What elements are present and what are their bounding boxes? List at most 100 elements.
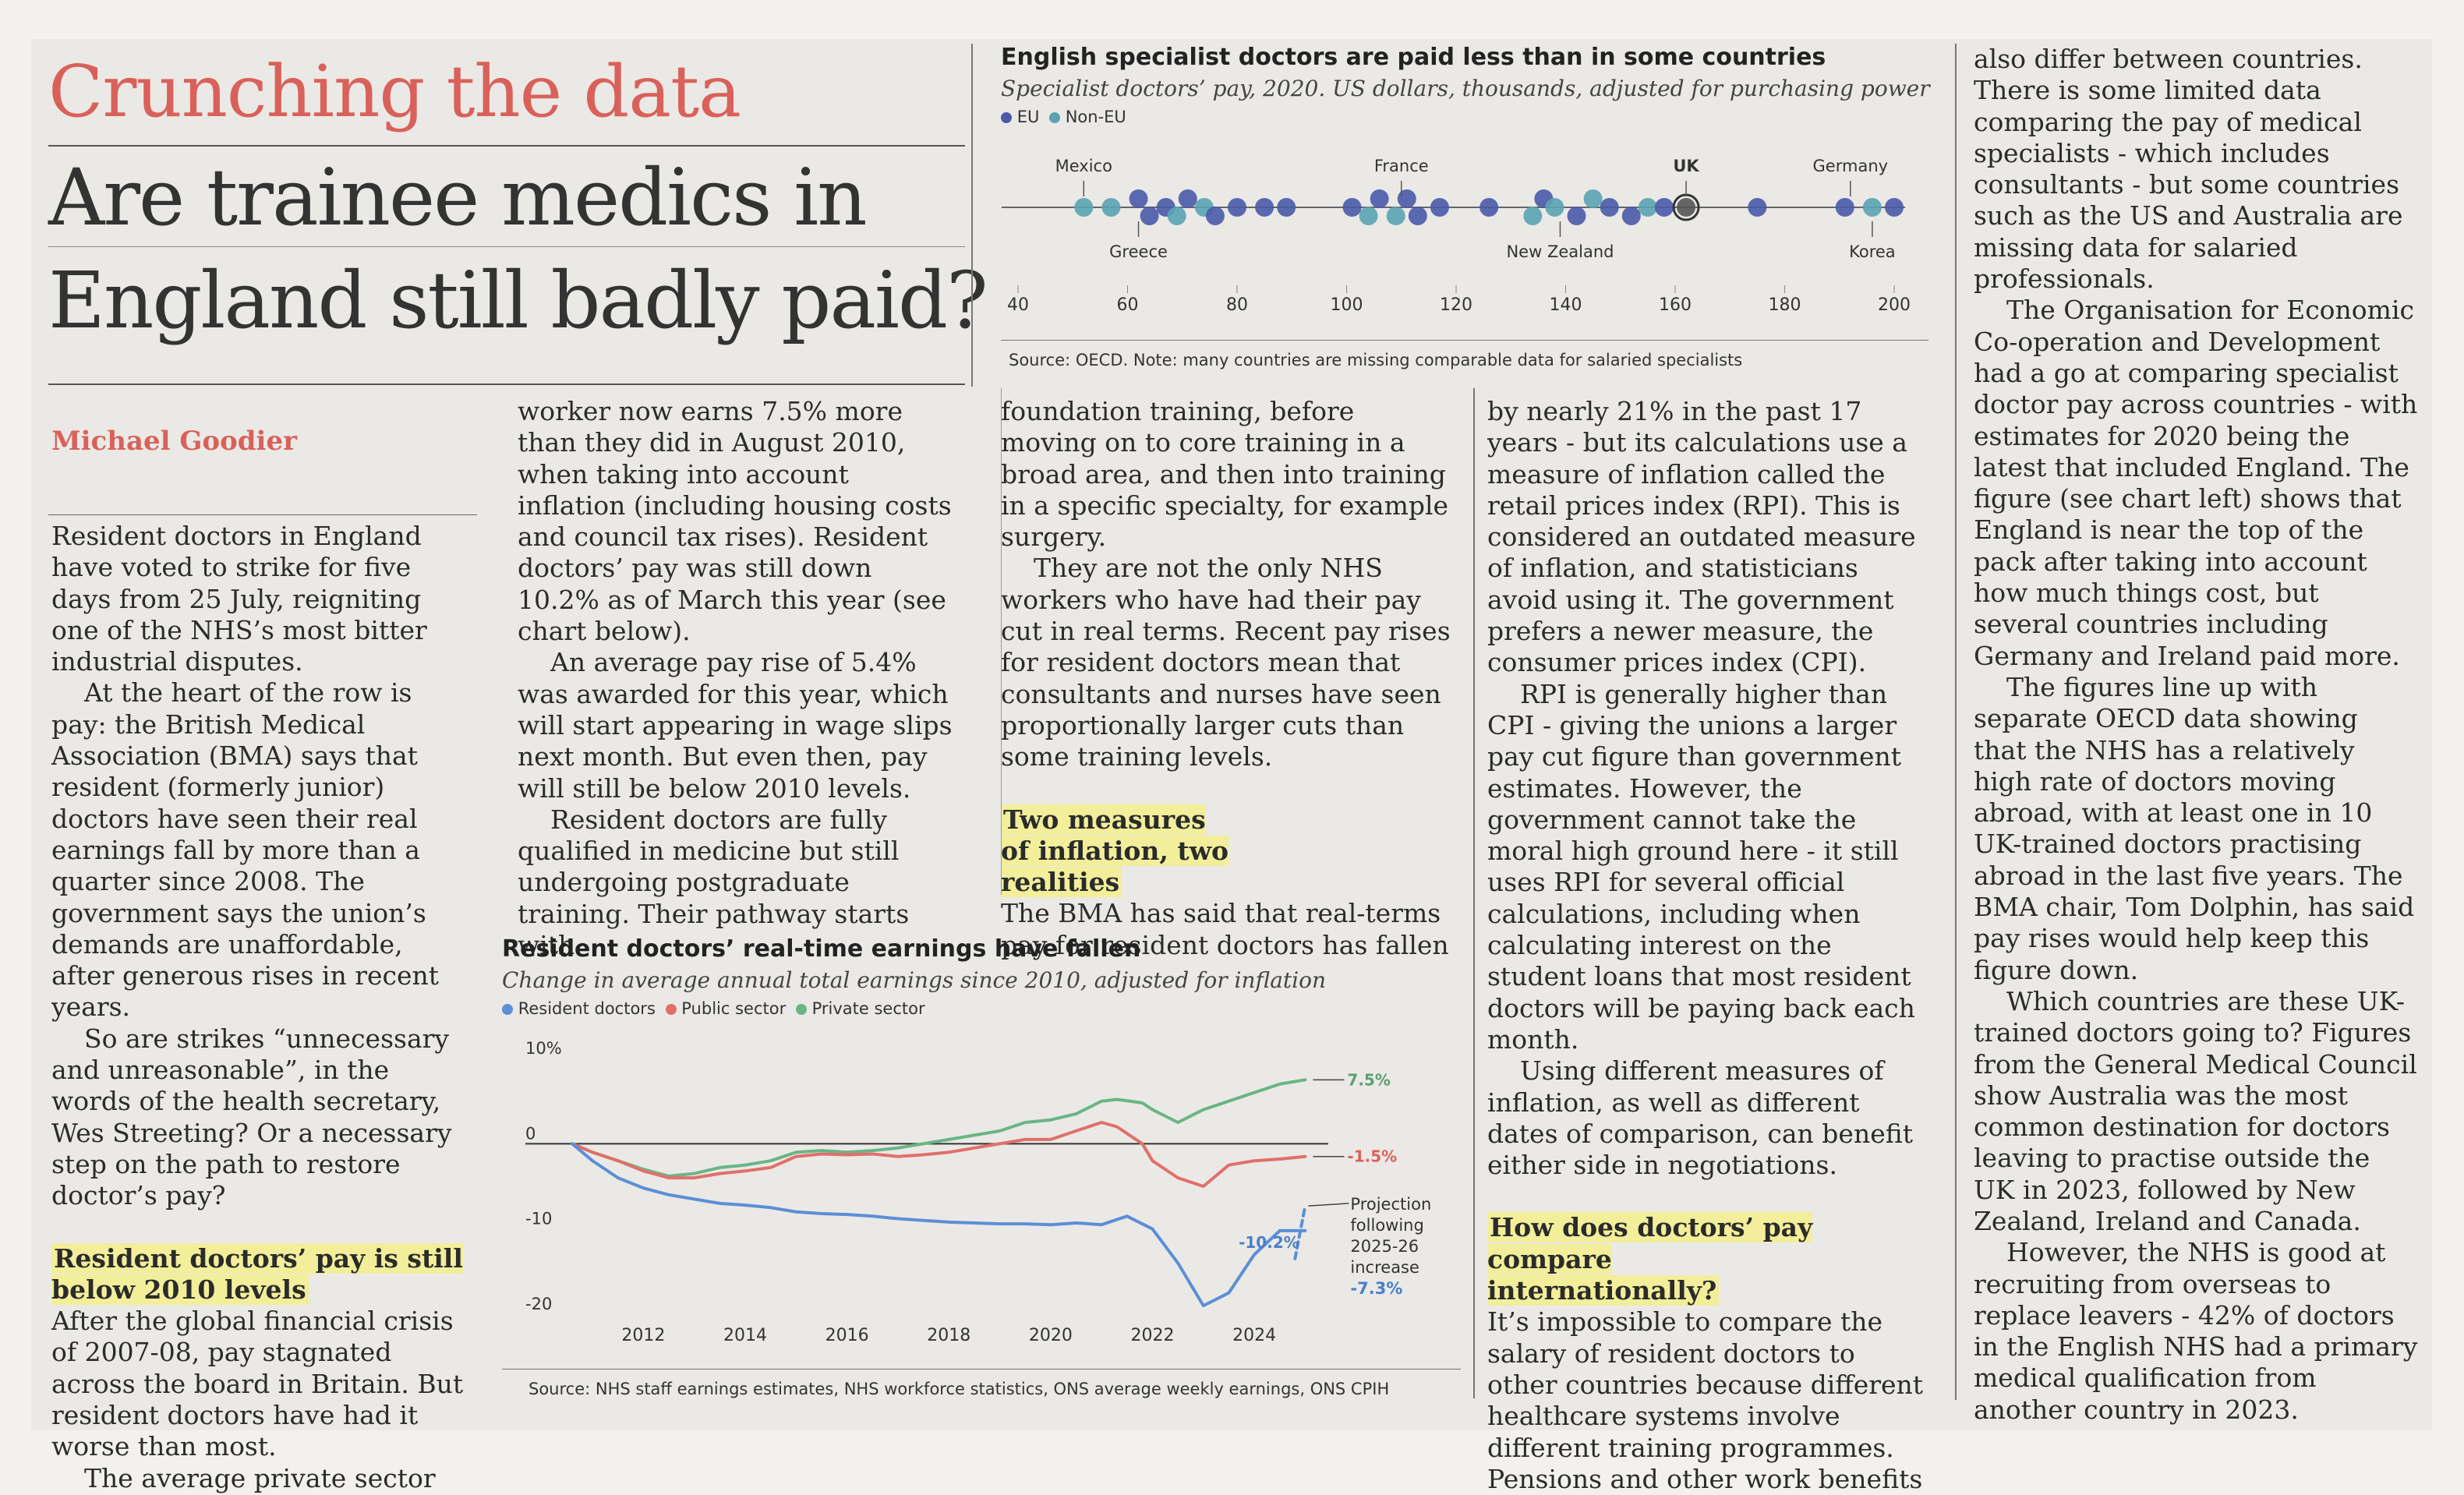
series-end-label: -10.2% xyxy=(1239,1233,1299,1252)
paragraph: Resident doctors in England have voted t… xyxy=(51,521,427,677)
data-point xyxy=(1835,198,1854,217)
x-tick-label: 120 xyxy=(1440,295,1472,315)
chart-title: English specialist doctors are paid less… xyxy=(1001,44,1826,71)
column-5: also differ between countries. There is … xyxy=(1974,44,2418,1426)
paragraph: RPI is generally higher than CPI - givin… xyxy=(1487,678,1915,1055)
chart-source-rule xyxy=(1001,340,1928,341)
paragraph: It’s impossible to compare the salary of… xyxy=(1487,1306,1924,1494)
x-tick-label: 40 xyxy=(1007,295,1029,315)
series-line xyxy=(1293,1204,1307,1260)
data-point xyxy=(1342,198,1362,217)
legend-swatch-non-eu xyxy=(1049,112,1061,123)
chart-source: Source: NHS staff earnings estimates, NH… xyxy=(529,1380,1390,1398)
data-point xyxy=(1140,207,1159,225)
data-point xyxy=(1748,198,1767,217)
x-tick-label: 2024 xyxy=(1232,1326,1276,1345)
y-tick-label: 0 xyxy=(525,1124,536,1143)
column-3: foundation training, before moving on to… xyxy=(1001,396,1453,961)
annotation-label: Greece xyxy=(1109,242,1168,261)
projection-label: increase xyxy=(1350,1258,1419,1277)
column-rule xyxy=(1473,388,1475,1398)
headline-line-2: England still badly paid? xyxy=(48,255,988,346)
headline-rule xyxy=(48,246,965,247)
paragraph: by nearly 21% in the past 17 years - but… xyxy=(1487,396,1916,678)
legend-label-resident: Resident doctors xyxy=(518,999,656,1018)
x-tick-label: 180 xyxy=(1769,295,1801,315)
data-point xyxy=(1885,198,1904,217)
paragraph: Using different measures of inflation, a… xyxy=(1487,1055,1913,1181)
annotation-label: New Zealand xyxy=(1506,242,1614,261)
legend-label-private: Private sector xyxy=(811,999,925,1018)
legend-swatch-private xyxy=(795,1004,807,1015)
column-2: worker now earns 7.5% more than they did… xyxy=(518,396,954,961)
data-point xyxy=(1228,198,1246,217)
projection-value-label: -7.3% xyxy=(1350,1279,1402,1298)
chart-legend: Resident doctors Public sector Private s… xyxy=(502,999,1461,1018)
data-point xyxy=(1638,198,1657,217)
paragraph: The BMA has said that real-terms pay for… xyxy=(1001,898,1449,960)
data-point xyxy=(1523,207,1543,225)
x-tick-label: 2016 xyxy=(825,1326,869,1345)
data-point xyxy=(1621,207,1641,225)
data-point xyxy=(1129,189,1148,208)
byline: Michael Goodier xyxy=(51,426,298,457)
legend-label-eu: EU xyxy=(1016,108,1040,126)
x-tick-label: 2018 xyxy=(927,1326,970,1345)
column-rule xyxy=(971,44,973,387)
legend-swatch-eu xyxy=(1001,112,1012,123)
projection-label: Projection xyxy=(1350,1195,1431,1214)
data-point xyxy=(1359,207,1378,225)
annotation-label: UK xyxy=(1673,157,1699,175)
series-end-label: 7.5% xyxy=(1347,1070,1390,1089)
data-point xyxy=(1408,207,1427,225)
data-point xyxy=(1430,198,1449,217)
byline-rule xyxy=(48,514,477,515)
annotation-label: France xyxy=(1374,157,1429,175)
kicker: Crunching the data xyxy=(48,50,741,133)
paragraph: foundation training, before moving on to… xyxy=(1001,396,1449,553)
paragraph: The figures line up with separate OECD d… xyxy=(1974,671,2415,985)
headline-bottom-rule xyxy=(48,383,965,385)
pay-comparison-chart: English specialist doctors are paid less… xyxy=(1001,44,1936,126)
x-tick-label: 2014 xyxy=(723,1326,767,1345)
paragraph: An average pay rise of 5.4% was awarded … xyxy=(518,647,953,804)
data-point xyxy=(1567,207,1586,225)
chart-legend: EU Non-EU xyxy=(1001,108,1936,126)
chart-source: Source: OECD. Note: many countries are m… xyxy=(1009,351,1743,369)
data-point xyxy=(1370,189,1389,208)
column-rule xyxy=(1001,388,1002,895)
data-point xyxy=(1545,198,1564,217)
line-chart: 10% 0 -10 -20 2012 2014 2016 2018 2020 2022 2024 7.… xyxy=(525,1039,1431,1345)
projection-leader xyxy=(1308,1203,1349,1207)
column-1: Resident doctors in England have voted t… xyxy=(51,521,472,1494)
dot-plot: Mexico Greece France New Zealand UK Germany Ko… xyxy=(1001,157,1911,315)
x-tick-label: 200 xyxy=(1878,295,1911,315)
data-point xyxy=(1205,207,1225,225)
paragraph: also differ between countries. There is … xyxy=(1974,44,2403,295)
legend-label-non-eu: Non-EU xyxy=(1065,108,1126,126)
annotation-label: Germany xyxy=(1813,157,1889,175)
newspaper-page xyxy=(31,39,2432,1430)
x-tick-label: 60 xyxy=(1117,295,1139,315)
projection-label: 2025-26 xyxy=(1350,1237,1419,1256)
y-tick-label: -20 xyxy=(525,1295,552,1313)
legend-swatch-public xyxy=(665,1004,677,1015)
x-tick-label: 100 xyxy=(1331,295,1363,315)
y-tick-label: -10 xyxy=(525,1210,552,1228)
data-point xyxy=(1167,207,1186,225)
annotation-label: Mexico xyxy=(1055,157,1112,175)
data-point xyxy=(1255,198,1274,217)
data-point xyxy=(1178,189,1197,208)
data-point xyxy=(1583,189,1603,208)
projection-label: following xyxy=(1350,1216,1423,1235)
data-point xyxy=(1074,198,1094,217)
y-tick-label: 10% xyxy=(525,1039,562,1058)
x-tick-label: 2012 xyxy=(621,1326,665,1345)
legend-label-public: Public sector xyxy=(681,999,787,1018)
chart-source-rule xyxy=(502,1369,1461,1370)
series-line xyxy=(571,1078,1307,1178)
data-point xyxy=(1654,198,1674,217)
headline-line-1: Are trainee medics in xyxy=(48,152,868,243)
legend-swatch-resident xyxy=(502,1004,513,1015)
kicker-rule xyxy=(48,145,965,147)
